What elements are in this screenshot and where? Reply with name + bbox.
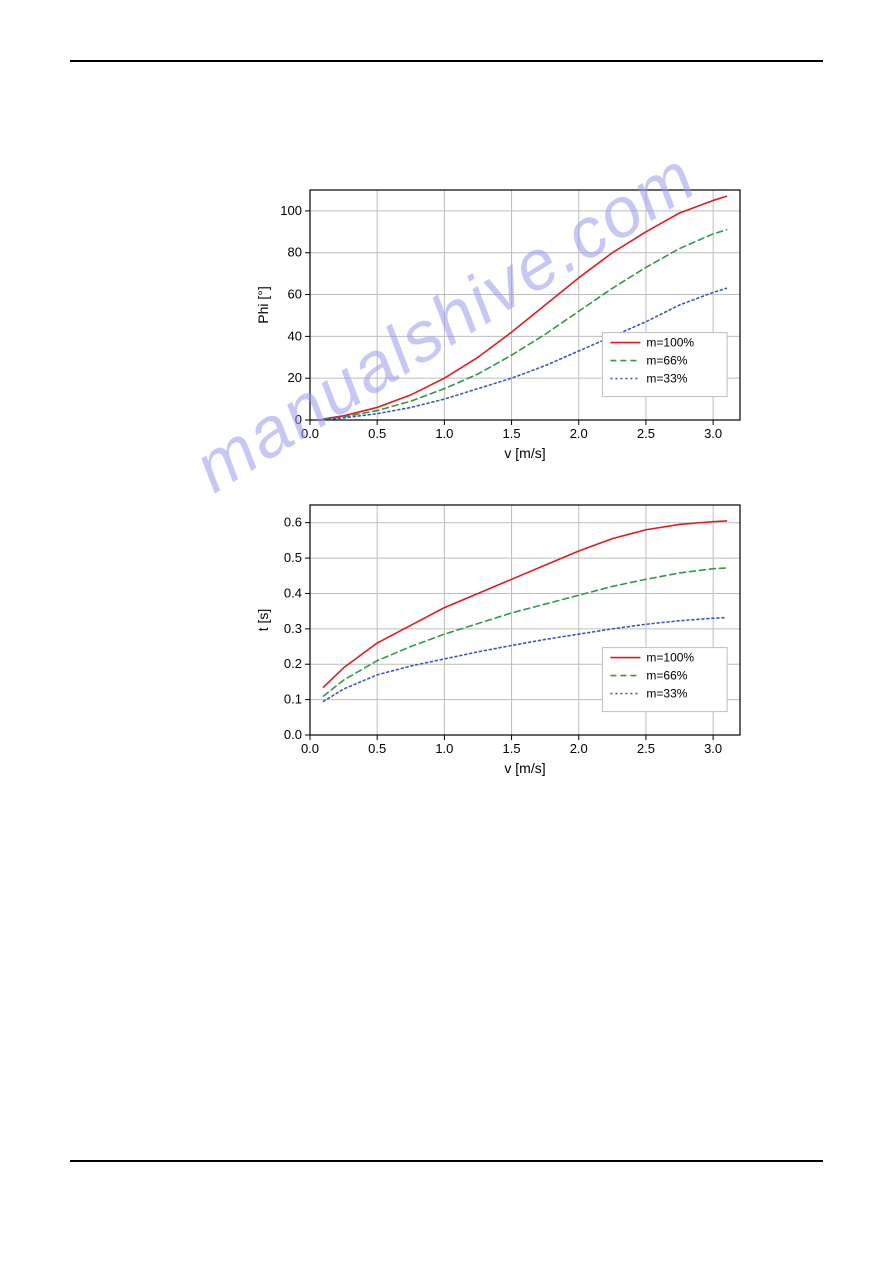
xtick-label: 3.0 [704, 741, 722, 756]
xtick-label: 0.5 [368, 426, 386, 441]
xtick-label: 3.0 [704, 426, 722, 441]
xtick-label: 2.5 [637, 426, 655, 441]
xtick-label: 1.0 [435, 426, 453, 441]
legend-label-m66: m=66% [646, 354, 687, 368]
xtick-label: 0.0 [301, 741, 319, 756]
xtick-label: 2.0 [570, 741, 588, 756]
xtick-label: 2.0 [570, 426, 588, 441]
ylabel: Phi [°] [255, 286, 271, 324]
chart-t-vs-v: 0.0 0.5 1.0 1.5 2.0 2.5 3.0 0.0 0.1 0.2 0.3 0.4 0.5 0… [250, 490, 750, 780]
xtick-label: 1.5 [503, 426, 521, 441]
xtick-label: 1.5 [503, 741, 521, 756]
xtick-label: 2.5 [637, 741, 655, 756]
ytick-label: 0 [295, 412, 302, 427]
ytick-label: 60 [288, 287, 302, 302]
xtick-label: 0.0 [301, 426, 319, 441]
ytick-label: 0.3 [284, 621, 302, 636]
xtick-label: 1.0 [435, 741, 453, 756]
ytick-label: 20 [288, 370, 302, 385]
ylabel: t [s] [255, 609, 271, 632]
xlabel: v [m/s] [504, 760, 545, 776]
xtick-label: 0.5 [368, 741, 386, 756]
legend-label-m100: m=100% [646, 336, 694, 350]
legend-label-m100: m=100% [646, 651, 694, 665]
ytick-label: 0.6 [284, 515, 302, 530]
legend-label-m33: m=33% [646, 372, 687, 386]
ytick-label: 0.4 [284, 585, 302, 600]
ytick-label: 40 [288, 328, 302, 343]
ytick-label: 0.1 [284, 692, 302, 707]
ytick-label: 100 [280, 203, 302, 218]
legend-label-m33: m=33% [646, 687, 687, 701]
page-rule-top [70, 60, 823, 62]
ytick-label: 80 [288, 245, 302, 260]
ytick-label: 0.5 [284, 550, 302, 565]
chart-phi-vs-v: 0.0 0.5 1.0 1.5 2.0 2.5 3.0 0 20 40 60 80 100 v [m/s]… [250, 175, 750, 465]
ytick-label: 0.2 [284, 656, 302, 671]
ytick-label: 0.0 [284, 727, 302, 742]
page-rule-bottom [70, 1160, 823, 1162]
legend-label-m66: m=66% [646, 669, 687, 683]
xlabel: v [m/s] [504, 445, 545, 461]
